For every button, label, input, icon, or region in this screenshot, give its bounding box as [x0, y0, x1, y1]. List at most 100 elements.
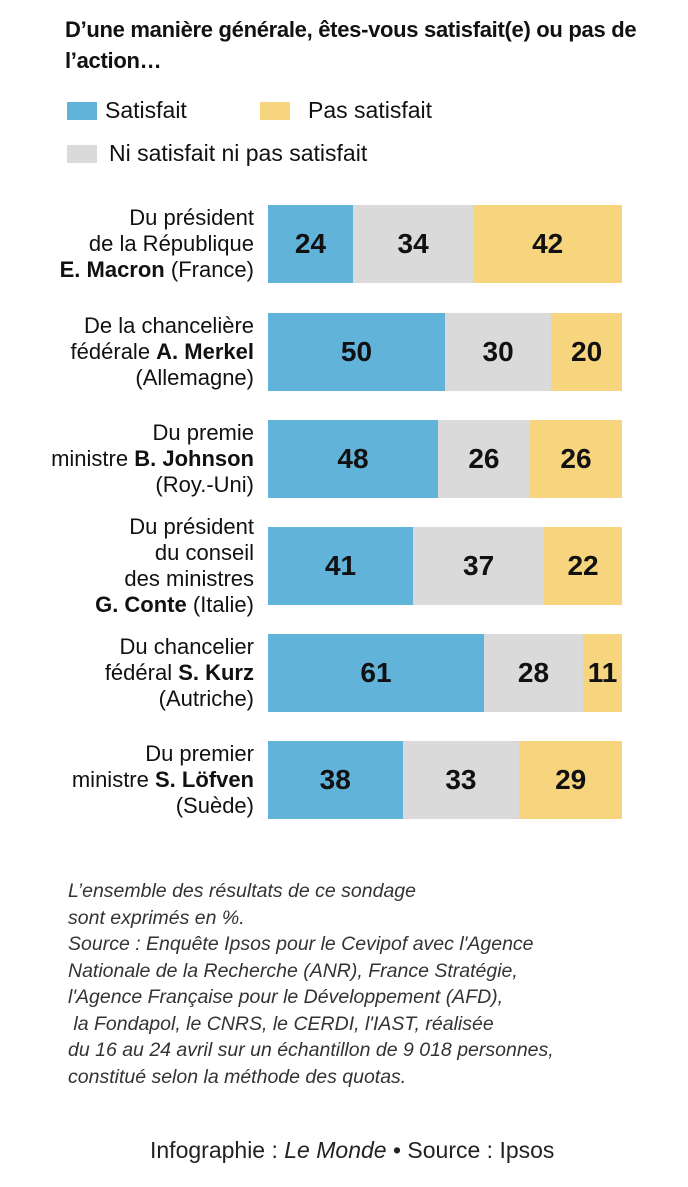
category-label-line: Du président — [95, 514, 254, 540]
label-text: (Autriche) — [158, 686, 254, 711]
data-label: 26 — [468, 443, 500, 474]
category-label: Du premie ministre B. Johnson (Roy.-Uni) — [51, 420, 254, 498]
category-label-line: E. Macron (France) — [60, 257, 254, 283]
category-label-line: des ministres — [95, 566, 254, 592]
category-label-line: Du premier — [72, 741, 254, 767]
credit-suffix: • Source : Ipsos — [386, 1137, 555, 1163]
category-label: Du chancelier fédéral S. Kurz (Autriche) — [105, 634, 254, 712]
legend-label: Pas satisfait — [308, 97, 432, 123]
category-label-line: ministre S. Löfven — [72, 767, 254, 793]
data-label: 50 — [340, 336, 373, 367]
legend-swatch — [67, 101, 97, 120]
label-text: De la chancelière — [84, 313, 254, 338]
category-label: De la chancelière fédérale A. Merkel (Alle… — [71, 313, 254, 391]
category-label-line: (Suède) — [72, 793, 254, 819]
bar-segment: 30 — [445, 313, 552, 391]
data-label: 48 — [337, 443, 369, 474]
bar-segment: 22 — [544, 527, 622, 605]
label-text: fédéral — [104, 660, 179, 685]
category-label-line: de la République — [60, 231, 254, 257]
category-label-line: du conseil — [95, 540, 254, 566]
data-label: 42 — [532, 228, 564, 259]
category-label-line: Du président — [60, 205, 254, 231]
data-label: 34 — [397, 228, 429, 259]
bar-segment: 38 — [268, 741, 403, 819]
data-label: 29 — [555, 764, 587, 795]
category-label-line: fédérale A. Merkel — [71, 339, 254, 365]
leader-name: S. Löfven — [154, 767, 254, 792]
legend-swatch — [67, 144, 97, 163]
label-text: fédérale — [70, 339, 157, 364]
credit-prefix: Infographie : — [150, 1137, 285, 1163]
category-label-line: (Autriche) — [105, 686, 254, 712]
data-label: 24 — [294, 228, 327, 259]
bar-segment: 34 — [352, 205, 474, 283]
data-label: 33 — [445, 764, 477, 795]
category-label: Du premier ministre S. Löfven (Suède) — [72, 741, 254, 819]
leader-name: A. Merkel — [156, 339, 254, 364]
leader-name: B. Johnson — [134, 446, 254, 471]
leader-name: G. Conte — [95, 592, 187, 617]
label-text: ministre — [71, 767, 155, 792]
legend-label: Satisfait — [105, 97, 187, 123]
label-text: du conseil — [154, 540, 254, 565]
category-label-line: (Roy.-Uni) — [51, 472, 254, 498]
data-label: 61 — [360, 657, 392, 688]
category-label-line: G. Conte (Italie) — [95, 592, 254, 618]
data-label: 28 — [517, 657, 550, 688]
legend-satisfait: Satisfait — [67, 97, 187, 124]
bar-segment: 20 — [551, 313, 622, 391]
label-text: Du président — [129, 514, 254, 539]
bar-segment: 50 — [268, 313, 445, 391]
data-label: 30 — [482, 336, 514, 367]
bar-segment: 28 — [483, 634, 584, 712]
credit-brand: Le Monde — [284, 1137, 387, 1163]
chart-title: D’une manière générale, êtes-vous satisf… — [65, 17, 637, 73]
label-text: Du premie — [152, 420, 254, 445]
legend-label: Ni satisfait ni pas satisfait — [109, 140, 368, 166]
bar-segment: 26 — [529, 420, 622, 498]
data-label: 37 — [463, 550, 495, 581]
data-label: 38 — [319, 764, 351, 795]
category-label-line: Du chancelier — [105, 634, 254, 660]
footnote: L’ensemble des résultats de ce sondage s… — [68, 880, 554, 1088]
label-text: (Italie) — [186, 592, 254, 617]
category-label-line: De la chancelière — [71, 313, 254, 339]
category-label: Du président du conseil des ministres G. Co… — [95, 514, 254, 618]
data-label: 22 — [567, 550, 599, 581]
bar-segment: 61 — [268, 634, 484, 712]
bar-segment: 29 — [519, 741, 622, 819]
label-text: (France) — [164, 257, 254, 282]
bar-segment: 41 — [268, 527, 414, 605]
category-label-line: Du premie — [51, 420, 254, 446]
credit: Infographie : Le Monde • Source : Ipsos — [150, 1137, 554, 1164]
bar-segment: 37 — [413, 527, 545, 605]
data-label: 41 — [324, 550, 357, 581]
bar-segment: 48 — [268, 420, 438, 498]
bar-segment: 11 — [583, 634, 622, 712]
label-text: des ministres — [124, 566, 254, 591]
label-text: (Suède) — [175, 793, 254, 818]
bar-segment: 33 — [402, 741, 520, 819]
legend-neutre: Ni satisfait ni pas satisfait — [67, 140, 367, 167]
label-text: de la République — [88, 231, 254, 256]
legend-swatch — [260, 101, 290, 120]
category-label-line: (Allemagne) — [71, 365, 254, 391]
bar-segment: 24 — [268, 205, 353, 283]
label-text: (Roy.-Uni) — [155, 472, 254, 497]
data-label: 11 — [587, 657, 618, 688]
label-text: Du premier — [145, 741, 254, 766]
data-label: 20 — [571, 336, 603, 367]
leader-name: S. Kurz — [178, 660, 254, 685]
category-label: Du président de la République E. Macron (F… — [60, 205, 254, 283]
bar-segment: 26 — [437, 420, 530, 498]
legend-pas-satisfait: Pas satisfait — [260, 97, 432, 124]
bar-segment: 42 — [473, 205, 622, 283]
label-text: Du chancelier — [119, 634, 254, 659]
category-label-line: fédéral S. Kurz — [105, 660, 254, 686]
label-text: ministre — [51, 446, 135, 471]
leader-name: E. Macron — [59, 257, 165, 282]
label-text: Du président — [129, 205, 254, 230]
data-label: 26 — [560, 443, 592, 474]
